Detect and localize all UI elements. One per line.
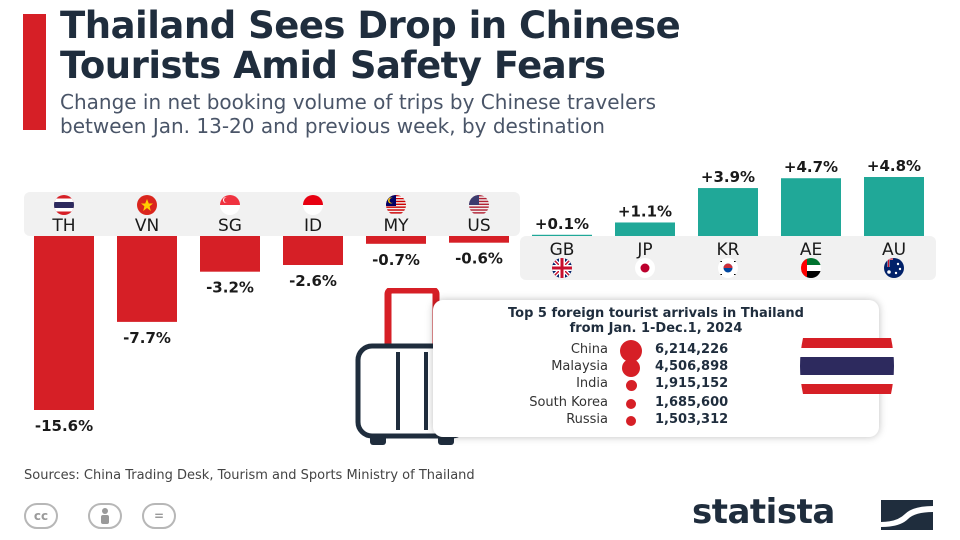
arrival-country: China (570, 342, 608, 357)
arrival-dot (626, 380, 637, 391)
bar-ID (283, 236, 343, 265)
arrival-row: Malaysia 4,506,898 (433, 359, 879, 377)
category-label-AE: AE (800, 240, 822, 260)
arrival-country: Russia (566, 412, 608, 427)
arrival-row: India 1,915,152 (433, 376, 879, 394)
category-label-TH: TH (51, 216, 75, 236)
category-label-MY: MY (383, 216, 409, 236)
data-label-MY: -0.7% (372, 251, 420, 269)
flag-uk-icon (552, 258, 572, 278)
callout-title-line-1: Top 5 foreign tourist arrivals in Thaila… (508, 306, 804, 321)
flag-thailand-icon (800, 338, 894, 394)
subtitle-line-2: between Jan. 13-20 and previous week, by… (60, 114, 605, 138)
arrival-value: 4,506,898 (655, 359, 729, 374)
arrival-country: India (576, 376, 608, 391)
flag-malaysia-icon (386, 195, 406, 214)
title-accent-bar (23, 14, 46, 130)
arrival-dot (626, 399, 636, 409)
arrival-country: Malaysia (551, 359, 608, 374)
title-line-1: Thailand Sees Drop in Chinese (60, 4, 681, 47)
attribution-icon[interactable] (88, 503, 122, 529)
data-label-KR: +3.9% (701, 168, 755, 186)
negative-labels-panel (24, 192, 520, 236)
page-subtitle: Change in net booking volume of trips by… (60, 90, 940, 138)
bar-AE (781, 178, 841, 236)
category-label-US: US (467, 216, 490, 236)
flag-usa-icon (469, 195, 489, 214)
data-label-TH: -15.6% (35, 417, 93, 435)
bar-JP (615, 222, 675, 236)
arrival-value: 1,915,152 (655, 376, 729, 391)
data-label-US: -0.6% (455, 250, 503, 268)
bar-AU (864, 177, 924, 236)
top-arrivals-callout: Top 5 foreign tourist arrivals in Thaila… (433, 300, 879, 437)
category-label-AU: AU (882, 240, 906, 260)
arrival-dot (620, 340, 642, 362)
callout-title-line-2: from Jan. 1-Dec.1, 2024 (569, 321, 743, 336)
bar-KR (698, 188, 758, 236)
category-label-JP: JP (636, 240, 652, 260)
flag-singapore-icon (220, 195, 240, 215)
flag-uae-icon (801, 258, 821, 278)
arrival-row: Russia 1,503,312 (433, 412, 879, 430)
flag-thailand-icon (54, 195, 74, 215)
data-label-AU: +4.8% (867, 157, 921, 175)
flag-south-korea-icon (718, 258, 738, 278)
data-label-ID: -2.6% (289, 272, 337, 290)
no-derivatives-icon[interactable]: = (142, 503, 176, 529)
data-label-VN: -7.7% (123, 329, 171, 347)
data-label-GB: +0.1% (535, 215, 589, 233)
category-label-ID: ID (304, 216, 322, 236)
arrival-value: 1,685,600 (655, 395, 729, 410)
statista-logo-icon[interactable] (881, 500, 933, 530)
title-line-2: Tourists Amid Safety Fears (60, 44, 606, 87)
data-label-AE: +4.7% (784, 158, 838, 176)
sources-note: Sources: China Trading Desk, Tourism and… (24, 468, 475, 483)
data-label-JP: +1.1% (618, 202, 672, 220)
arrival-dot (622, 359, 640, 377)
arrival-row: China 6,214,226 (433, 340, 879, 362)
arrival-value: 1,503,312 (655, 412, 729, 427)
category-label-VN: VN (135, 216, 159, 236)
bar-GB (532, 234, 592, 236)
flag-indonesia-icon (303, 195, 323, 215)
data-label-SG: -3.2% (206, 279, 254, 297)
flag-australia-icon (884, 258, 904, 278)
flag-vietnam-icon (137, 195, 157, 215)
subtitle-line-1: Change in net booking volume of trips by… (60, 90, 657, 114)
arrival-value: 6,214,226 (655, 342, 729, 357)
bar-US (449, 236, 509, 243)
flag-japan-icon (635, 258, 655, 278)
bar-VN (117, 236, 177, 322)
category-label-KR: KR (717, 240, 740, 260)
arrival-row: South Korea 1,685,600 (433, 395, 879, 413)
bar-chart: -15.6% TH -7.7% VN -3.2% SG -2.6% ID -0.7% MY -0.6… (34, 157, 924, 435)
bar-TH (34, 236, 94, 410)
category-label-GB: GB (550, 240, 575, 260)
cc-icon[interactable]: cc (24, 503, 58, 529)
statista-logo-text[interactable]: statista (692, 492, 835, 532)
page-title: Thailand Sees Drop in Chinese Tourists A… (60, 6, 940, 86)
arrival-dot (626, 416, 636, 426)
category-label-SG: SG (218, 216, 242, 236)
bar-SG (200, 236, 260, 272)
bar-MY (366, 236, 426, 244)
arrival-country: South Korea (529, 395, 608, 410)
callout-title: Top 5 foreign tourist arrivals in Thaila… (433, 306, 879, 336)
